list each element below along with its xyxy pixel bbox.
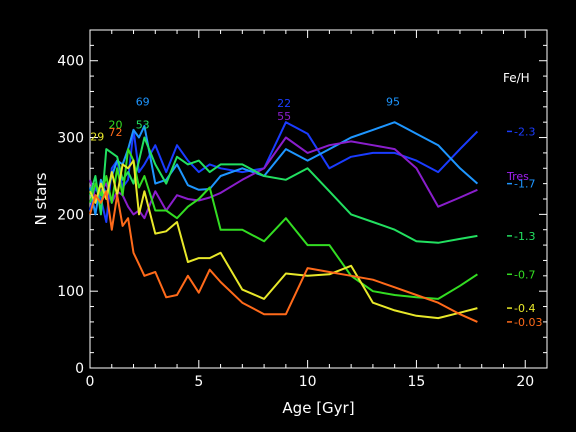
series-line-0-4 [89, 159, 478, 320]
y-axis-label: N stars [32, 172, 50, 225]
legend-title: Fe/H [503, 71, 530, 85]
annotation-label: 95 [386, 95, 400, 108]
legend-entry: Tres [506, 170, 529, 183]
series-line-0-03 [89, 190, 478, 323]
y-tick-label: 100 [57, 284, 84, 300]
legend-entry: -0.03 [514, 316, 542, 329]
annotation-label: 69 [136, 95, 150, 108]
legend-entry: -0.7 [514, 268, 535, 281]
y-tick-label: 200 [57, 207, 84, 223]
annotation-label: 20 [108, 118, 122, 131]
annotation-label: 53 [136, 118, 150, 131]
x-tick-label: 20 [516, 374, 534, 390]
y-tick-label: 300 [57, 131, 84, 147]
annotation-label: 55 [277, 110, 291, 123]
series-line-1-7 [89, 121, 479, 216]
annotation-label: 29 [90, 131, 104, 144]
x-tick-label: 0 [86, 374, 95, 390]
x-tick-label: 15 [408, 374, 426, 390]
x-axis-label: Age [Gyr] [282, 399, 354, 417]
annotation-label: 72 [108, 126, 122, 139]
series-line-0-7 [89, 148, 478, 300]
series-group [89, 121, 479, 323]
legend-entry: -0.4 [514, 302, 535, 315]
series-line-1-3 [89, 136, 478, 244]
legend-entry: -2.3 [514, 125, 535, 138]
legend: Fe/H -2.3 -1.7 -1.3 -0.7 -0.4-0.03 Tres [503, 71, 542, 329]
annotation-label: 22 [277, 97, 291, 110]
legend-entry: -1.7 [514, 178, 535, 191]
legend-entry: -1.3 [514, 230, 535, 243]
x-tick-label: 10 [299, 374, 317, 390]
y-tick-label: 400 [57, 54, 84, 70]
y-tick-label: 0 [75, 361, 84, 377]
x-tick-label: 5 [194, 374, 203, 390]
